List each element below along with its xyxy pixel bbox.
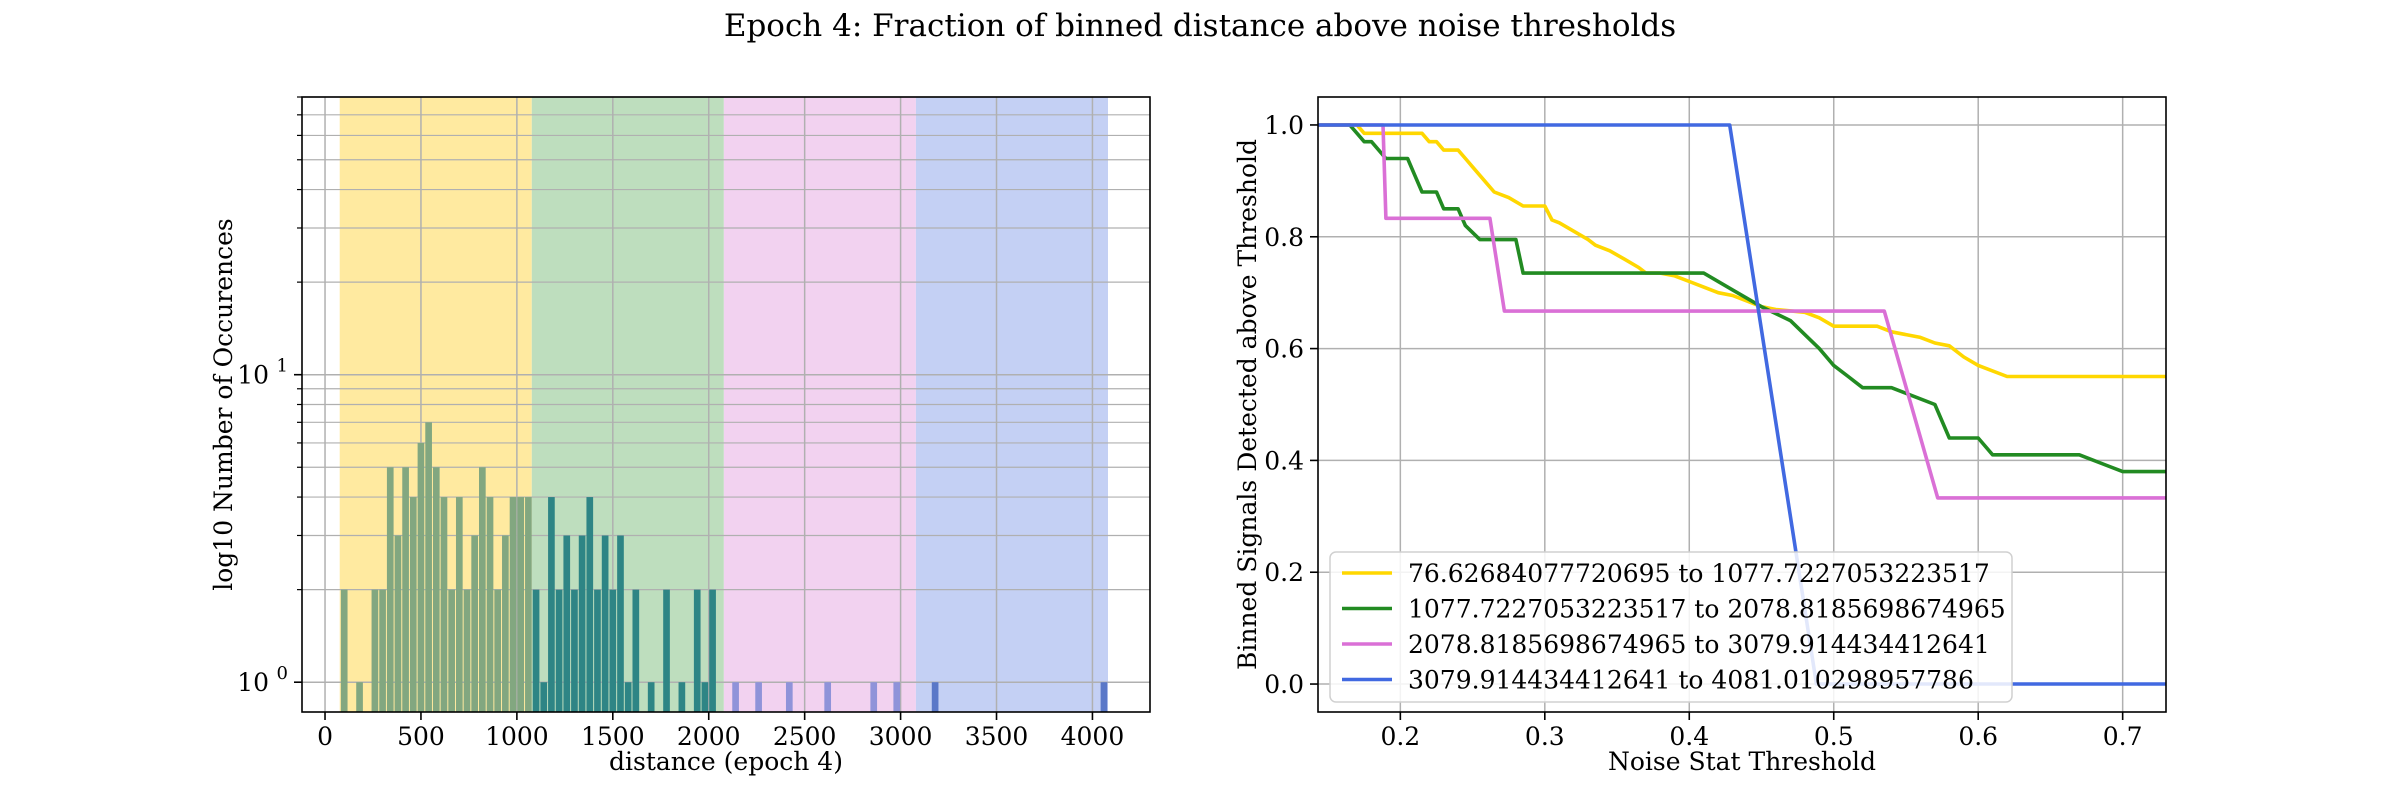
y-tick-label: 10 (237, 361, 269, 390)
histogram-bar-37 (632, 589, 640, 712)
histogram-bar-22 (517, 497, 525, 712)
x-tick-label: 0.2 (1380, 722, 1420, 751)
x-tick-label: 4000 (1061, 722, 1125, 751)
x-tick-label: 1500 (581, 722, 645, 751)
histogram-bar-42 (701, 682, 709, 712)
histogram-bar-16 (471, 535, 479, 712)
histogram-bar-41 (693, 589, 701, 712)
legend-label-4: 3079.914434412641 to 4081.010298957786 (1408, 666, 1974, 695)
histogram-bar-10 (425, 422, 432, 712)
x-tick-label: 0.5 (1814, 722, 1854, 751)
histogram-bar-46 (785, 682, 793, 712)
histogram-bar-20 (502, 535, 509, 712)
figure-title: Epoch 4: Fraction of binned distance abo… (723, 8, 1677, 44)
histogram-bar-1 (340, 589, 348, 712)
histogram-bar-8 (409, 497, 417, 712)
histogram-bar-6 (394, 535, 402, 712)
histogram-bar-12 (440, 497, 448, 712)
histogram-bar-11 (432, 467, 440, 712)
histogram-bar-32 (594, 589, 601, 712)
histogram-bar-36 (624, 682, 632, 712)
histogram-bar-51 (1100, 682, 1108, 712)
histogram-bar-5 (386, 467, 394, 712)
histogram-bar-39 (663, 589, 670, 712)
histogram-bar-18 (486, 497, 494, 712)
x-tick-label: 3000 (869, 722, 933, 751)
histogram-bar-4 (379, 589, 386, 712)
histogram-bar-19 (494, 589, 502, 712)
histogram-bar-14 (455, 497, 463, 712)
histogram-bar-35 (617, 535, 624, 712)
histogram-bar-3 (371, 589, 379, 712)
histogram-bar-40 (678, 682, 686, 712)
histogram-bar-27 (555, 589, 563, 712)
histogram-bar-49 (893, 682, 901, 712)
histogram-bar-48 (870, 682, 878, 712)
histogram-bar-44 (732, 682, 739, 712)
x-tick-label: 0.7 (2103, 722, 2143, 751)
histogram-x-axis-label: distance (epoch 4) (609, 747, 843, 776)
histogram-bar-15 (463, 589, 471, 712)
y-tick-label: 0.0 (1264, 670, 1304, 699)
series-line-1 (1318, 123, 2166, 379)
x-tick-label: 0.6 (1958, 722, 1998, 751)
x-tick-label: 0.3 (1525, 722, 1565, 751)
x-tick-label: 500 (397, 722, 445, 751)
histogram-bar-13 (448, 589, 455, 712)
histogram-bar-17 (479, 467, 486, 712)
y-tick-label: 0.2 (1264, 558, 1304, 587)
x-tick-label: 0.4 (1669, 722, 1709, 751)
legend-label-1: 76.62684077720695 to 1077.7227053223517 (1408, 559, 1990, 588)
histogram-bar-25 (540, 682, 548, 712)
histogram-bar-30 (578, 535, 586, 712)
line-chart-frame (1317, 96, 2167, 713)
line-chart-x-axis-label: Noise Stat Threshold (1608, 747, 1876, 776)
x-tick-label: 1000 (485, 722, 549, 751)
y-tick-label: 10 (237, 668, 269, 697)
x-tick-label: 2000 (677, 722, 741, 751)
histogram-bar-26 (548, 497, 555, 712)
histogram-bar-29 (571, 589, 578, 712)
histogram-bar-28 (563, 535, 571, 712)
legend-label-2: 1077.7227053223517 to 2078.8185698674965 (1408, 595, 2006, 624)
histogram-bar-7 (402, 467, 409, 712)
histogram-y-axis-label: log10 Number of Occurences (209, 218, 238, 591)
histogram-bar-34 (609, 589, 617, 712)
y-tick-exponent: 0 (277, 663, 288, 684)
y-tick-label: 0.8 (1264, 223, 1304, 252)
line-chart-y-axis-label: Binned Signals Detected above Threshold (1233, 139, 1262, 670)
histogram-bar-45 (755, 682, 762, 712)
y-tick-label: 0.4 (1264, 446, 1304, 475)
histogram-bar-43 (709, 589, 716, 712)
y-tick-label: 0.6 (1264, 335, 1304, 364)
histogram-bar-50 (931, 682, 939, 712)
legend-label-3: 2078.8185698674965 to 3079.914434412641 (1408, 630, 1990, 659)
histogram-bar-2 (356, 682, 363, 712)
x-tick-label: 2500 (773, 722, 837, 751)
series-line-3 (1318, 123, 2166, 500)
histogram-bar-9 (417, 442, 425, 712)
x-tick-label: 3500 (965, 722, 1029, 751)
y-tick-label: 1.0 (1264, 111, 1304, 140)
histogram-bar-31 (586, 497, 594, 712)
histogram-bar-24 (532, 589, 540, 712)
histogram-bar-21 (509, 497, 517, 712)
legend-box (1329, 551, 2013, 703)
y-tick-exponent: 1 (277, 356, 288, 377)
x-tick-label: 0 (317, 722, 333, 751)
histogram-bar-33 (601, 535, 609, 712)
histogram-bar-23 (525, 497, 532, 712)
histogram-bar-38 (647, 682, 655, 712)
histogram-bar-47 (824, 682, 832, 712)
